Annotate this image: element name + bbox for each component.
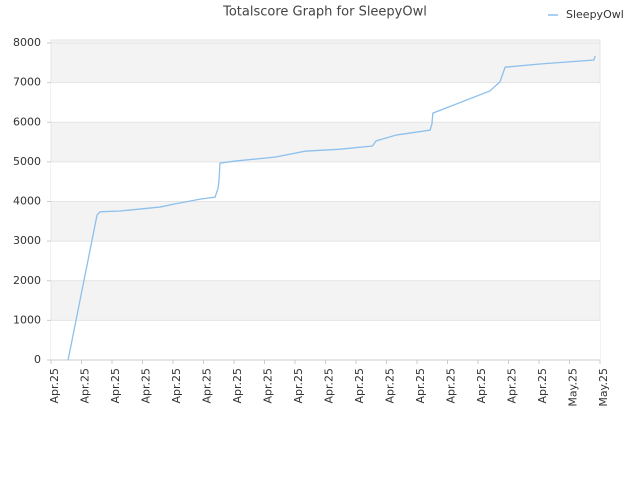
y-tick-label: 5000 [13,155,41,168]
y-tick-label: 6000 [13,115,41,128]
x-tick-label: Apr.25 [445,368,458,404]
x-tick-label: Apr.25 [475,368,488,404]
y-tick-label: 1000 [13,313,41,326]
grid-band [51,161,600,202]
x-tick-label: Apr.25 [48,368,61,404]
line-series [67,55,596,361]
y-tick-label: 0 [34,353,41,366]
x-tick-label: Apr.25 [384,368,397,404]
x-tick-label: Apr.25 [231,368,244,404]
grid-band [51,241,600,281]
y-tick-label: 2000 [13,274,41,287]
x-tick-label: Apr.25 [140,368,153,404]
x-tick-label: Apr.25 [109,368,122,404]
x-tick-label: Apr.25 [353,368,366,404]
legend-label: SleepyOwl [566,8,624,21]
x-tick-label: Apr.25 [262,368,275,404]
grid-band [51,320,600,360]
x-tick-label: Apr.25 [79,368,92,404]
x-tick-label: May.25 [597,368,610,407]
x-tick-label: Apr.25 [536,368,549,404]
grid-band [51,82,600,123]
x-tick-label: Apr.25 [414,368,427,404]
x-tick-label: Apr.25 [201,368,214,404]
y-tick-label: 4000 [13,195,41,208]
x-tick-label: Apr.25 [292,368,305,404]
x-tick-label: Apr.25 [170,368,183,404]
y-tick-label: 7000 [13,76,41,89]
x-tick-label: Apr.25 [506,368,519,404]
x-tick-label: Apr.25 [323,368,336,404]
y-tick-label: 8000 [13,36,41,49]
x-tick-label: May.25 [567,368,580,407]
chart-title: Totalscore Graph for SleepyOwl [222,5,427,20]
y-tick-label: 3000 [13,234,41,247]
